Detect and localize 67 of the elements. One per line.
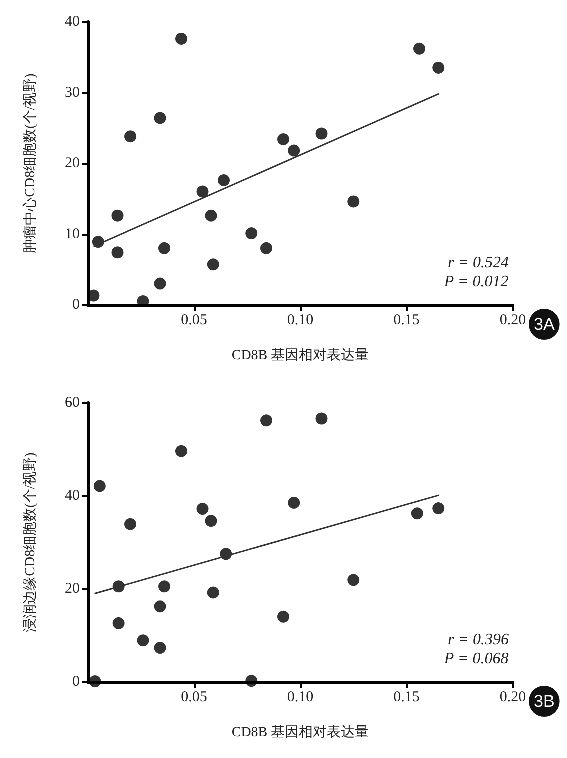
point [158,242,170,254]
point [112,210,124,222]
point [260,414,272,427]
point [137,295,150,308]
y-tick-label: 40 [65,488,80,504]
annotation: r = 0.396 [448,632,510,648]
point [432,502,445,515]
point [137,634,150,647]
y-tick-label: 20 [65,581,80,597]
point [348,574,360,586]
y-tick-label: 30 [65,84,80,101]
point [94,480,106,492]
point [316,128,328,140]
point [218,174,230,186]
y-tick-label: 40 [65,14,80,30]
point [432,62,445,74]
point [278,133,290,146]
x-tick-label: 0.20 [500,312,526,328]
point [348,196,360,208]
point [112,246,124,259]
y-tick-label: 0 [72,674,80,690]
point [205,210,218,222]
x-tick-label: 0.20 [500,690,526,706]
point [205,515,218,528]
x-tick-label: 0.15 [394,312,420,328]
point [196,186,209,198]
y-axis-title: 浸润边缘CD8细胞数(个/视野) [22,452,38,632]
x-axis-title: CD8B 基因相对表达量 [232,348,370,364]
annotation: P = 0.012 [443,274,509,290]
point [154,112,166,124]
y-tick-label: 0 [72,297,80,313]
y-axis-title: 肿瘤中心CD8细胞数(个/视野) [22,73,38,254]
annotation: r = 0.524 [448,254,510,272]
x-tick-label: 0.05 [181,312,208,328]
point [316,412,328,425]
point [154,278,166,290]
point [154,600,166,613]
point [176,32,188,45]
x-tick-label: 0.10 [287,690,314,706]
point [246,228,258,240]
point [89,676,102,688]
point [411,508,424,520]
point [158,580,170,593]
point [246,675,258,688]
point [176,445,188,458]
point [278,610,290,623]
point [288,496,300,509]
point [260,242,272,254]
x-tick-label: 0.10 [287,312,314,328]
point [414,42,426,55]
point [124,130,136,143]
annotation: P = 0.068 [443,650,509,668]
text: 3B [534,692,555,711]
point [288,144,300,157]
point [207,258,220,271]
text: 3A [534,315,556,334]
point [196,503,209,516]
y-tick-label: 60 [65,395,80,411]
y-tick-label: 20 [65,156,80,172]
x-tick-label: 0.15 [394,690,420,706]
y-tick-label: 10 [65,226,80,242]
point [124,518,136,530]
x-axis-title: CD8B 基因相对表达量 [232,724,370,740]
point [207,586,220,599]
x-tick-label: 0.05 [181,690,208,706]
point [154,642,166,654]
point [112,617,125,630]
